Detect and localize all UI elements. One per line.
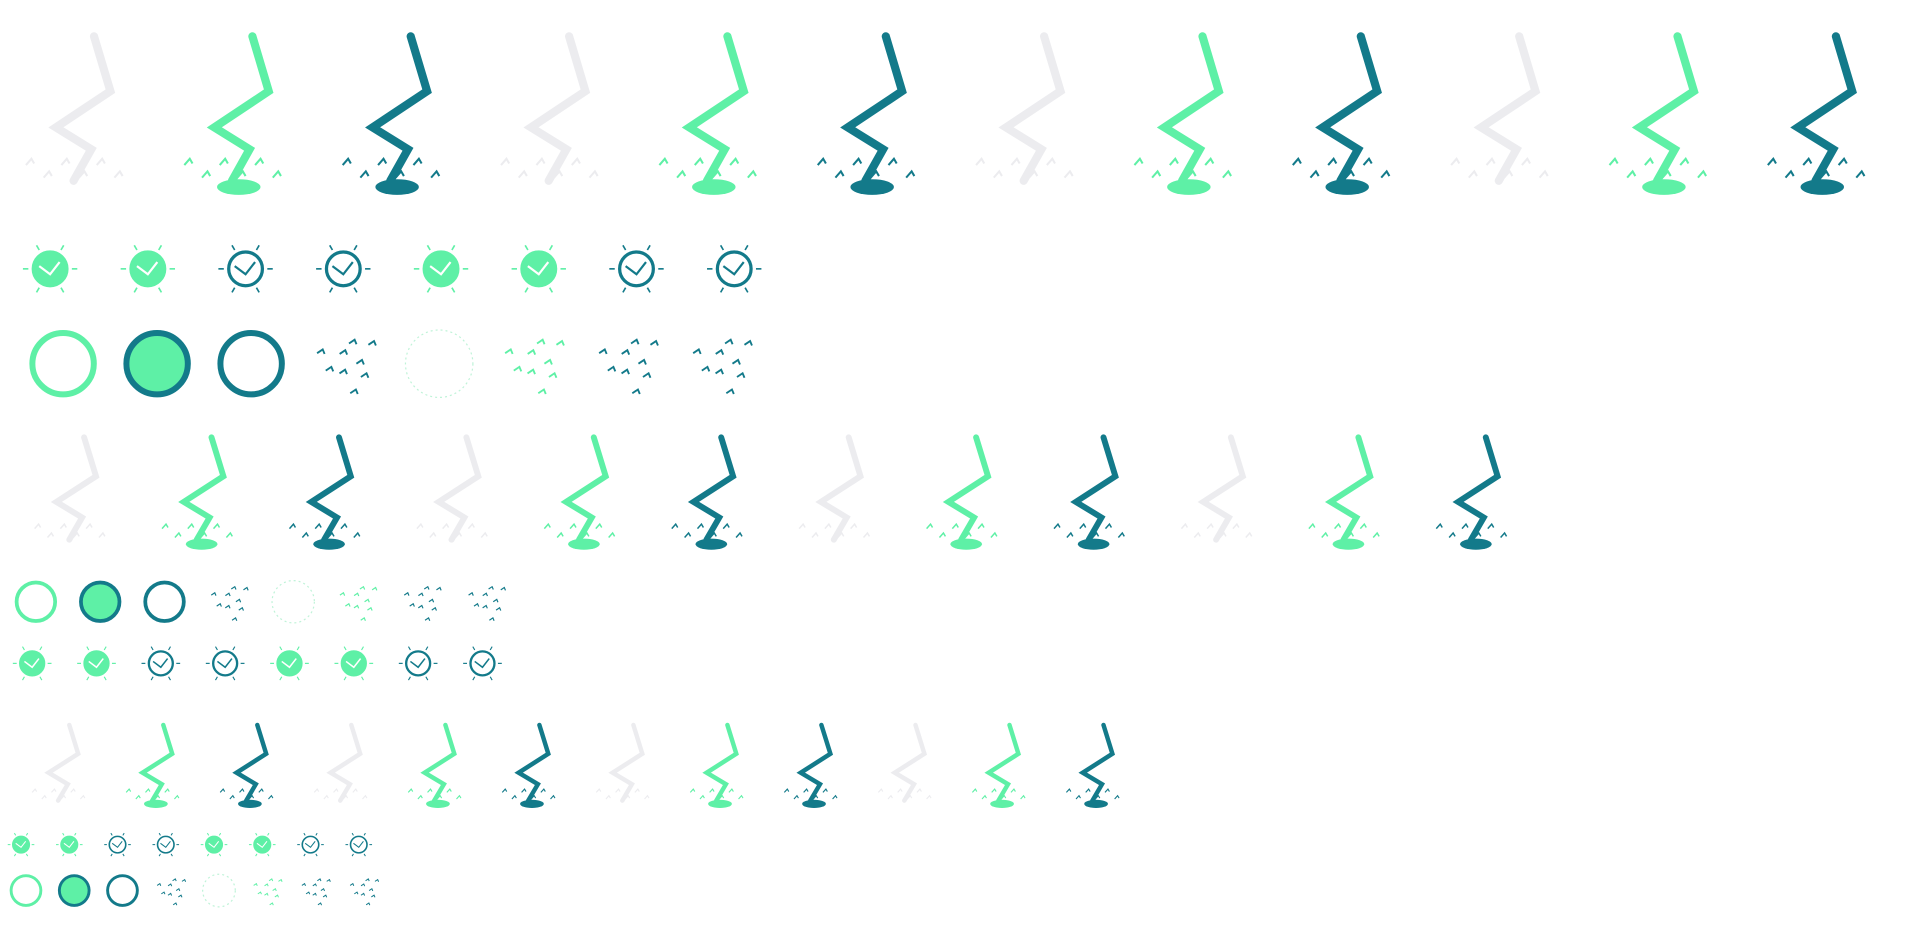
electric-orb-icon <box>398 646 438 681</box>
lightning-bolt-icon <box>1308 434 1380 550</box>
bolt-row-small <box>31 722 1120 808</box>
ring-row-small <box>9 873 380 908</box>
electric-ring-icon <box>339 585 378 621</box>
electric-orb-icon <box>316 244 371 293</box>
lightning-bolt-icon <box>975 32 1074 185</box>
electric-ring-icon <box>403 585 442 621</box>
lightning-bolt-icon <box>877 722 932 803</box>
electric-orb-icon <box>413 244 469 293</box>
electric-orb-icon <box>120 244 176 293</box>
electric-ring-icon <box>253 878 283 906</box>
lightning-bolt-icon <box>183 32 282 195</box>
electric-orb-icon <box>270 646 309 681</box>
electric-orb-icon <box>463 646 502 681</box>
lightning-bolt-icon <box>971 722 1026 808</box>
electric-orb-icon <box>12 646 52 681</box>
lightning-bolt-icon <box>1608 32 1707 195</box>
lightning-bolt-icon <box>1133 32 1232 195</box>
orb-row-large <box>22 244 762 293</box>
electric-ring-icon <box>9 874 43 907</box>
lightning-bolt-icon <box>689 722 744 808</box>
lightning-bolt-icon <box>1053 434 1125 550</box>
electric-orb-icon <box>141 646 181 681</box>
lightning-bolt-icon <box>595 722 650 803</box>
bolt-row-large <box>25 32 1866 195</box>
electric-ring-icon <box>106 874 139 907</box>
lightning-bolt-icon <box>313 722 368 803</box>
electric-ring-icon <box>14 580 58 623</box>
electric-ring-icon <box>79 580 122 623</box>
electric-orb-icon <box>334 646 374 681</box>
electric-orb-icon <box>55 832 83 857</box>
lightning-bolt-icon <box>219 722 274 808</box>
lightning-bolt-icon <box>501 722 556 808</box>
electric-orb-icon <box>152 832 180 857</box>
orb-row-small <box>7 832 373 857</box>
lightning-bolt-icon <box>31 722 86 803</box>
electric-ring-icon <box>301 878 331 906</box>
orb-row-medium <box>12 646 502 681</box>
lightning-bolt-icon <box>34 434 106 543</box>
electric-ring-icon <box>404 329 474 399</box>
lightning-bolt-icon <box>1065 722 1120 808</box>
ring-row-large <box>29 329 753 399</box>
electric-orb-icon <box>345 832 373 857</box>
lightning-bolt-icon <box>288 434 361 550</box>
electric-orb-icon <box>511 244 566 293</box>
lightning-bolt-icon <box>658 32 757 195</box>
electric-ring-icon <box>316 338 377 395</box>
electric-ring-icon <box>143 580 186 623</box>
lightning-bolt-icon <box>816 32 916 195</box>
lightning-bolt-icon <box>783 722 838 808</box>
lightning-bolt-icon <box>671 434 743 550</box>
lightning-bolt-icon <box>1767 32 1866 195</box>
lightning-bolt-icon <box>500 32 599 185</box>
lightning-bolt-icon <box>1292 32 1391 195</box>
electric-ring-icon <box>271 579 315 624</box>
lightning-bolt-icon <box>416 434 488 543</box>
electric-orb-icon <box>707 244 762 293</box>
lightning-bolt-icon <box>1180 434 1253 543</box>
electric-orb-icon <box>609 244 664 293</box>
lightning-bolt-icon <box>926 434 998 550</box>
lightning-bolt-icon <box>25 32 124 185</box>
electric-ring-icon <box>123 329 191 398</box>
lightning-bolt-icon <box>407 722 462 808</box>
electric-orb-icon <box>297 832 324 857</box>
electric-ring-icon <box>29 329 97 398</box>
electric-ring-icon <box>210 585 249 621</box>
electric-ring-icon <box>349 878 380 906</box>
electric-orb-icon <box>104 832 131 857</box>
lightning-bolt-icon <box>798 434 871 543</box>
electric-ring-icon <box>504 338 565 395</box>
electric-ring-icon <box>468 585 507 621</box>
lightning-bolt-icon <box>543 434 616 550</box>
lightning-bolt-icon <box>341 32 441 195</box>
lightning-bolt-icon <box>125 722 180 808</box>
lightning-bolt-icon <box>1435 434 1508 550</box>
electric-ring-icon <box>202 873 236 908</box>
electric-orb-icon <box>22 244 78 293</box>
ring-row-medium <box>14 579 507 624</box>
electric-ring-icon <box>598 338 659 395</box>
bolt-row-medium <box>34 434 1508 550</box>
lightning-bolt-icon <box>1450 32 1549 185</box>
electric-ring-icon <box>217 329 285 398</box>
lightning-bolt-icon <box>161 434 233 550</box>
electric-orb-icon <box>218 244 273 293</box>
electric-orb-icon <box>205 646 245 681</box>
electric-ring-icon <box>692 338 753 395</box>
electric-ring-icon <box>156 878 187 906</box>
electric-orb-icon <box>200 832 228 857</box>
electric-orb-icon <box>248 832 276 857</box>
electric-orb-icon <box>77 646 116 681</box>
electric-ring-icon <box>57 874 91 907</box>
electric-orb-icon <box>7 832 35 857</box>
